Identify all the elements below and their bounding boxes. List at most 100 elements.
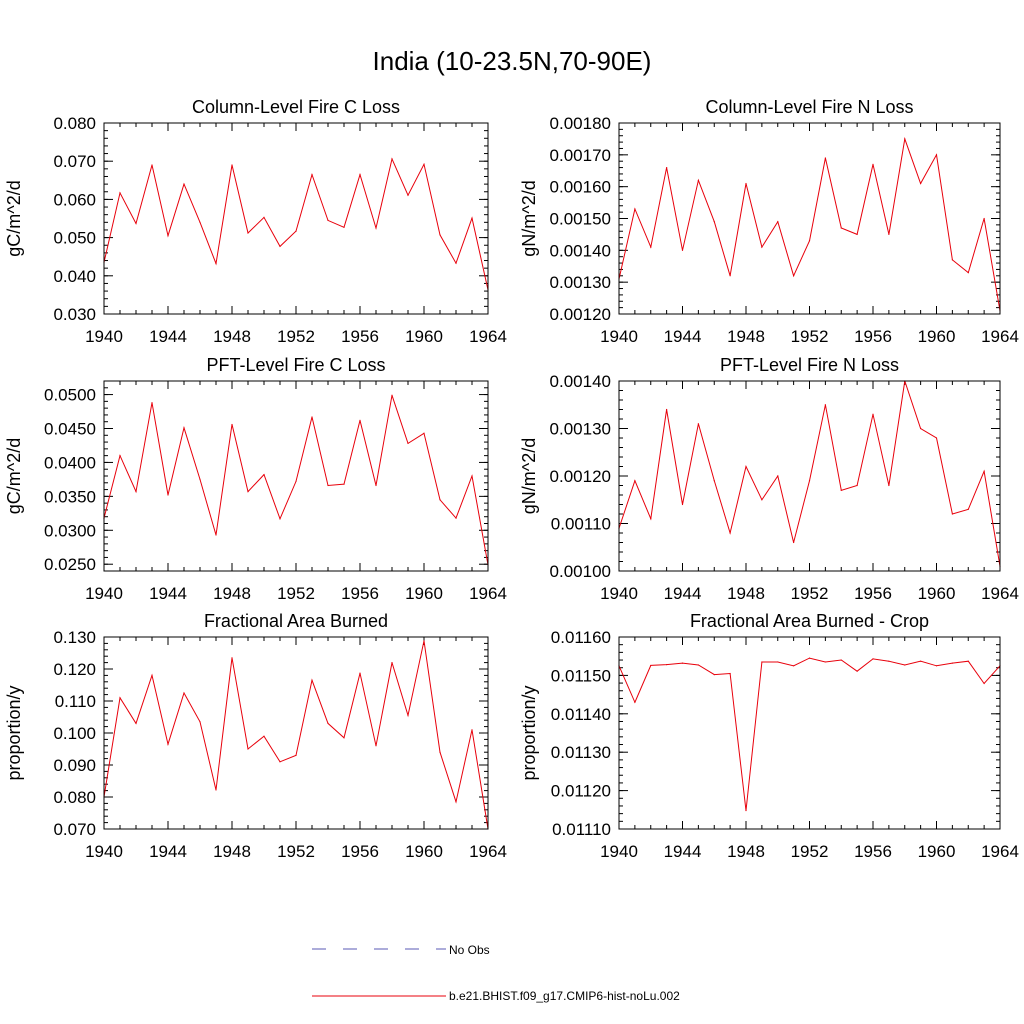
data-point	[471, 217, 473, 219]
data-point	[423, 163, 425, 165]
data-point	[311, 173, 313, 176]
plot-frame	[103, 122, 489, 315]
y-tick-label: 0.0350	[44, 487, 96, 506]
data-point	[824, 157, 826, 159]
y-tick-label: 0.01130	[551, 743, 611, 762]
data-point	[359, 419, 361, 421]
data-point	[407, 442, 409, 445]
data-point	[697, 423, 699, 425]
y-tick-label: 0.0300	[44, 521, 96, 540]
panel-title: Column-Level Fire C Loss	[192, 97, 400, 117]
data-point	[455, 262, 457, 264]
x-tick-label: 1956	[854, 327, 892, 346]
plot-frame	[103, 636, 489, 830]
data-point	[423, 640, 425, 642]
data-point	[407, 714, 409, 717]
x-tick-label: 1948	[213, 584, 251, 603]
data-point	[967, 508, 969, 510]
x-tick-label: 1960	[918, 584, 956, 603]
plot-frame	[618, 122, 1001, 315]
x-tick-label: 1948	[727, 584, 765, 603]
x-tick-label: 1940	[600, 327, 638, 346]
data-point	[247, 748, 249, 750]
x-tick-label: 1956	[854, 584, 892, 603]
data-point	[407, 194, 409, 196]
series-line	[618, 136, 1001, 311]
x-tick-label: 1960	[405, 327, 443, 346]
x-tick-label: 1964	[469, 327, 507, 346]
y-axis-label: proportion/y	[519, 685, 539, 780]
x-tick-label: 1952	[277, 842, 315, 861]
x-tick-label: 1964	[981, 327, 1019, 346]
data-point	[650, 664, 652, 667]
data-point	[650, 246, 652, 248]
x-tick-label: 1940	[600, 842, 638, 861]
data-point	[471, 475, 473, 477]
x-tick-label: 1964	[469, 842, 507, 861]
data-point	[856, 233, 858, 236]
data-point	[167, 494, 169, 496]
data-point	[634, 480, 636, 482]
data-point	[151, 164, 153, 166]
data-point	[777, 475, 779, 477]
y-tick-label: 0.0250	[44, 555, 96, 574]
data-point	[872, 163, 874, 165]
data-point	[231, 423, 233, 426]
data-point	[199, 478, 201, 480]
series-line	[618, 380, 1001, 567]
data-point	[745, 465, 747, 468]
panel-title: Fractional Area Burned - Crop	[690, 611, 929, 631]
x-tick-label: 1952	[277, 584, 315, 603]
x-tick-label: 1944	[664, 584, 702, 603]
panel-title: PFT-Level Fire N Loss	[720, 355, 899, 375]
data-point	[263, 474, 265, 476]
data-point	[681, 662, 684, 664]
x-tick-label: 1964	[981, 842, 1019, 861]
y-tick-label: 0.01140	[551, 705, 611, 724]
data-point	[856, 670, 858, 672]
data-point	[951, 259, 953, 261]
y-axis-label: gC/m^2/d	[4, 180, 24, 256]
data-point	[697, 664, 699, 666]
y-tick-label: 0.00140	[550, 241, 611, 260]
data-point	[983, 217, 985, 220]
y-tick-label: 0.01120	[551, 782, 611, 801]
data-point	[935, 154, 938, 156]
data-point	[761, 661, 763, 663]
data-point	[167, 743, 169, 745]
data-point	[872, 658, 874, 660]
data-point	[359, 173, 361, 176]
data-point	[295, 480, 297, 483]
data-point	[920, 660, 922, 662]
data-point	[713, 674, 715, 676]
y-tick-label: 0.070	[53, 152, 96, 171]
data-point	[951, 513, 953, 515]
chart-panel-1: Column-Level Fire C Loss gC/m^2/d 1940 1944…	[4, 97, 507, 346]
data-point	[295, 754, 297, 757]
data-point	[343, 737, 345, 739]
y-tick-label: 0.090	[53, 756, 96, 775]
data-point	[183, 427, 185, 429]
x-tick-label: 1960	[405, 842, 443, 861]
x-tick-label: 1956	[854, 842, 892, 861]
y-tick-label: 0.00140	[550, 372, 611, 391]
data-point	[135, 222, 137, 225]
data-point	[135, 722, 137, 725]
x-tick-label: 1952	[277, 327, 315, 346]
y-axis-label: gN/m^2/d	[519, 180, 539, 256]
data-point	[793, 275, 795, 277]
x-tick-label: 1940	[600, 584, 638, 603]
chart-panel-4: PFT-Level Fire N Loss gN/m^2/d 1940 1944 194…	[519, 355, 1019, 603]
panel-title: PFT-Level Fire C Loss	[206, 355, 385, 375]
series-line	[103, 395, 489, 565]
data-point	[263, 735, 265, 737]
x-tick-label: 1944	[149, 842, 187, 861]
data-point	[247, 491, 249, 493]
y-tick-label: 0.01150	[551, 666, 611, 685]
x-tick-label: 1944	[149, 584, 187, 603]
data-point	[327, 484, 329, 487]
data-point	[375, 227, 377, 229]
data-point	[840, 227, 842, 229]
data-point	[777, 661, 779, 663]
data-point	[183, 183, 185, 185]
